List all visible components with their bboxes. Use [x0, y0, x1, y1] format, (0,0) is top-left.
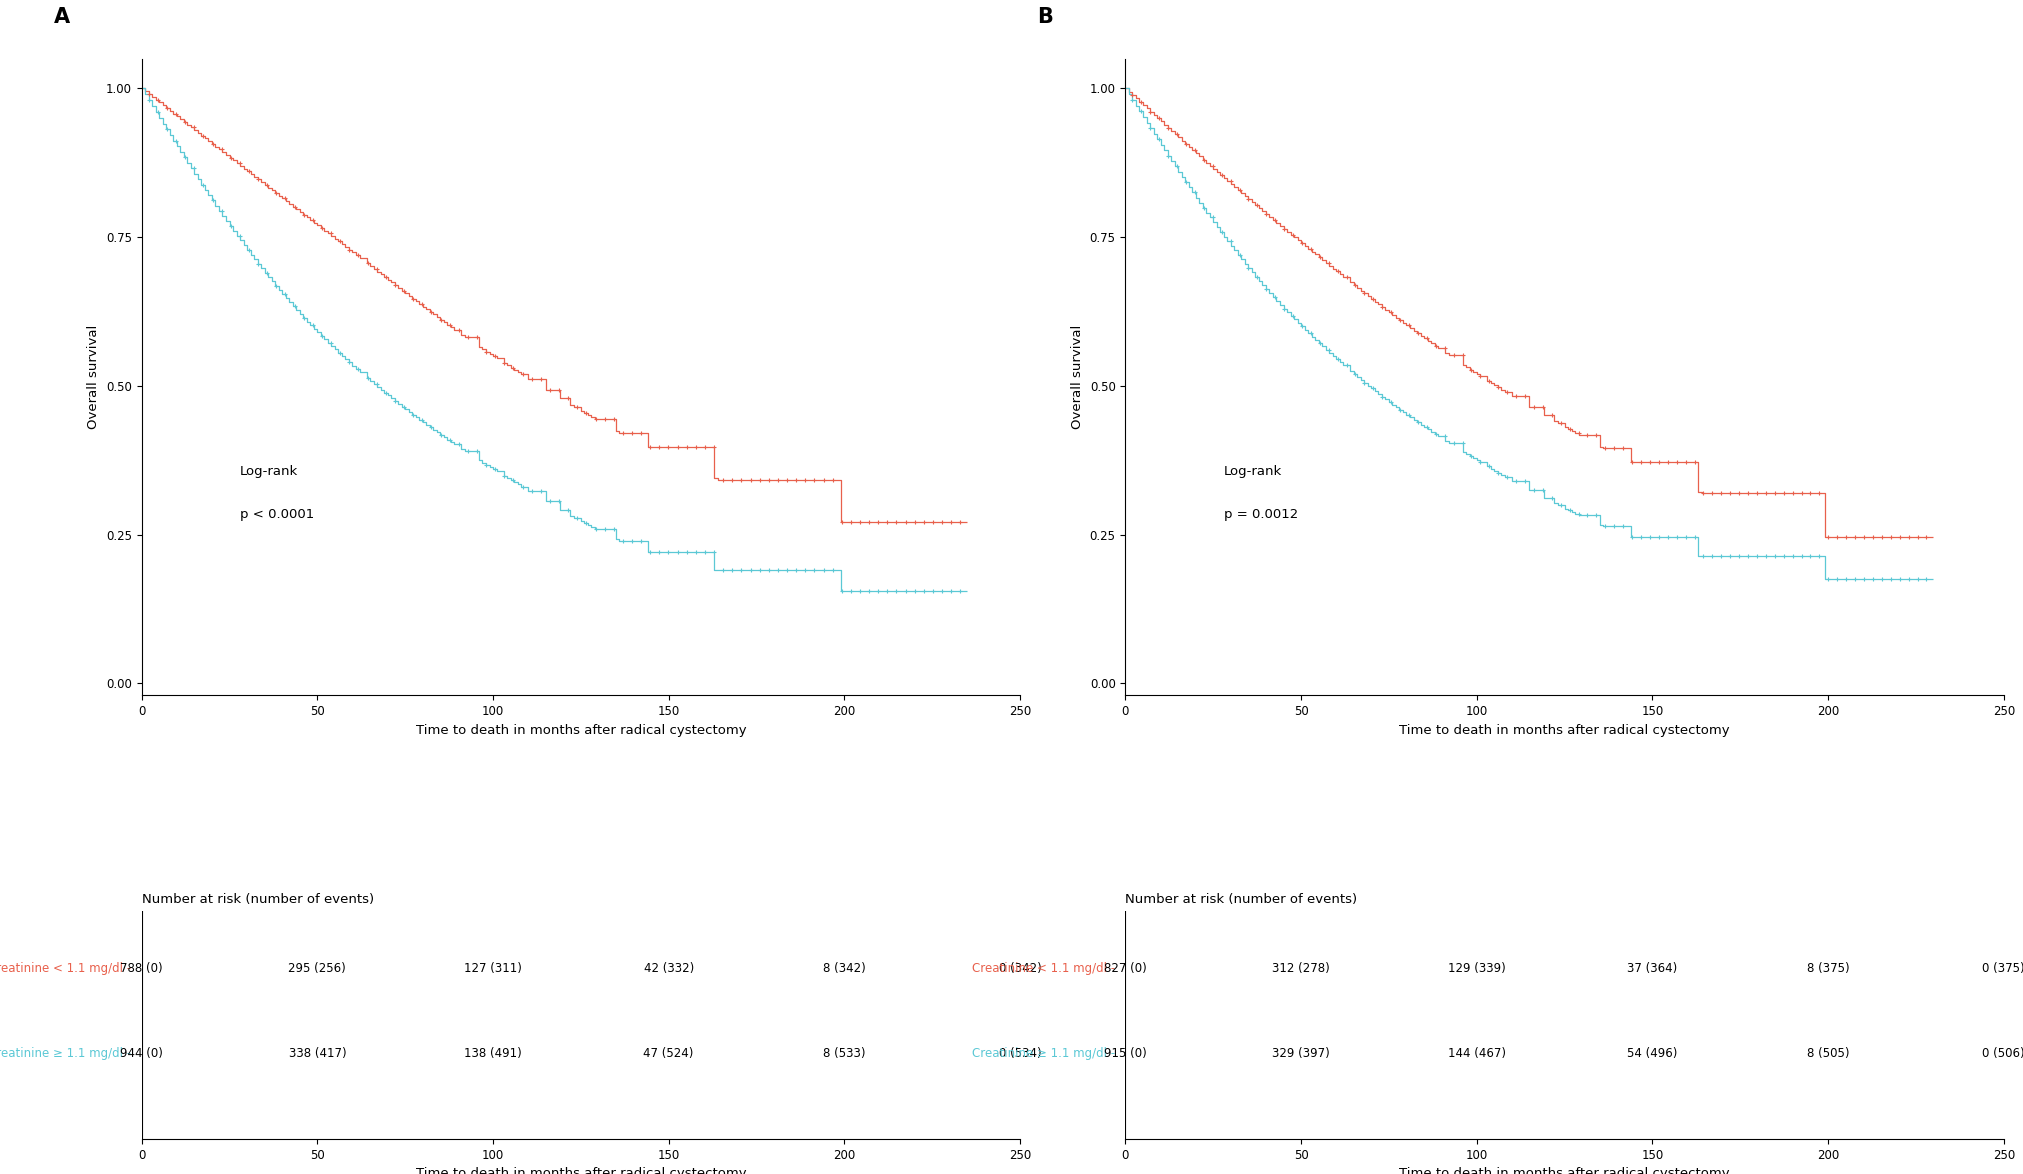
Text: Log-rank: Log-rank — [241, 465, 297, 478]
Text: Creatinine < 1.1 mg/dl -: Creatinine < 1.1 mg/dl - — [0, 962, 131, 974]
Text: 338 (417): 338 (417) — [289, 1047, 346, 1060]
Text: Creatinine ≥ 1.1 mg/dl -: Creatinine ≥ 1.1 mg/dl - — [0, 1047, 131, 1060]
X-axis label: Time to death in months after radical cystectomy: Time to death in months after radical cy… — [1398, 723, 1730, 736]
Text: Number at risk (number of events): Number at risk (number of events) — [142, 893, 374, 906]
X-axis label: Time to death in months after radical cystectomy: Time to death in months after radical cy… — [415, 1167, 746, 1174]
Y-axis label: Overall survival: Overall survival — [1070, 325, 1084, 430]
Text: 944 (0): 944 (0) — [119, 1047, 164, 1060]
Text: Creatinine ≥ 1.1 mg/dl -: Creatinine ≥ 1.1 mg/dl - — [971, 1047, 1115, 1060]
Text: 329 (397): 329 (397) — [1272, 1047, 1329, 1060]
X-axis label: Time to death in months after radical cystectomy: Time to death in months after radical cy… — [415, 723, 746, 736]
Text: 47 (524): 47 (524) — [643, 1047, 694, 1060]
Text: 915 (0): 915 (0) — [1103, 1047, 1147, 1060]
Text: A: A — [55, 7, 71, 27]
Text: Log-rank: Log-rank — [1224, 465, 1281, 478]
Text: 0 (534): 0 (534) — [997, 1047, 1040, 1060]
Text: 138 (491): 138 (491) — [463, 1047, 522, 1060]
Text: 144 (467): 144 (467) — [1446, 1047, 1505, 1060]
Text: 0 (375): 0 (375) — [1981, 962, 2023, 974]
Text: p = 0.0012: p = 0.0012 — [1224, 508, 1297, 521]
Text: 37 (364): 37 (364) — [1626, 962, 1677, 974]
Text: 0 (506): 0 (506) — [1981, 1047, 2023, 1060]
X-axis label: Time to death in months after radical cystectomy: Time to death in months after radical cy… — [1398, 1167, 1730, 1174]
Text: Creatinine < 1.1 mg/dl -: Creatinine < 1.1 mg/dl - — [971, 962, 1115, 974]
Y-axis label: Overall survival: Overall survival — [87, 325, 101, 430]
Text: 129 (339): 129 (339) — [1446, 962, 1505, 974]
Text: 295 (256): 295 (256) — [289, 962, 346, 974]
Text: 8 (505): 8 (505) — [1807, 1047, 1849, 1060]
Text: 8 (533): 8 (533) — [823, 1047, 866, 1060]
Text: 54 (496): 54 (496) — [1626, 1047, 1677, 1060]
Text: Number at risk (number of events): Number at risk (number of events) — [1125, 893, 1357, 906]
Text: B: B — [1038, 7, 1052, 27]
Text: 827 (0): 827 (0) — [1103, 962, 1147, 974]
Text: 127 (311): 127 (311) — [463, 962, 522, 974]
Text: 312 (278): 312 (278) — [1272, 962, 1329, 974]
Text: 8 (342): 8 (342) — [823, 962, 866, 974]
Text: p < 0.0001: p < 0.0001 — [241, 508, 314, 521]
Text: 788 (0): 788 (0) — [119, 962, 164, 974]
Text: 0 (342): 0 (342) — [997, 962, 1042, 974]
Text: 42 (332): 42 (332) — [643, 962, 694, 974]
Text: 8 (375): 8 (375) — [1807, 962, 1849, 974]
